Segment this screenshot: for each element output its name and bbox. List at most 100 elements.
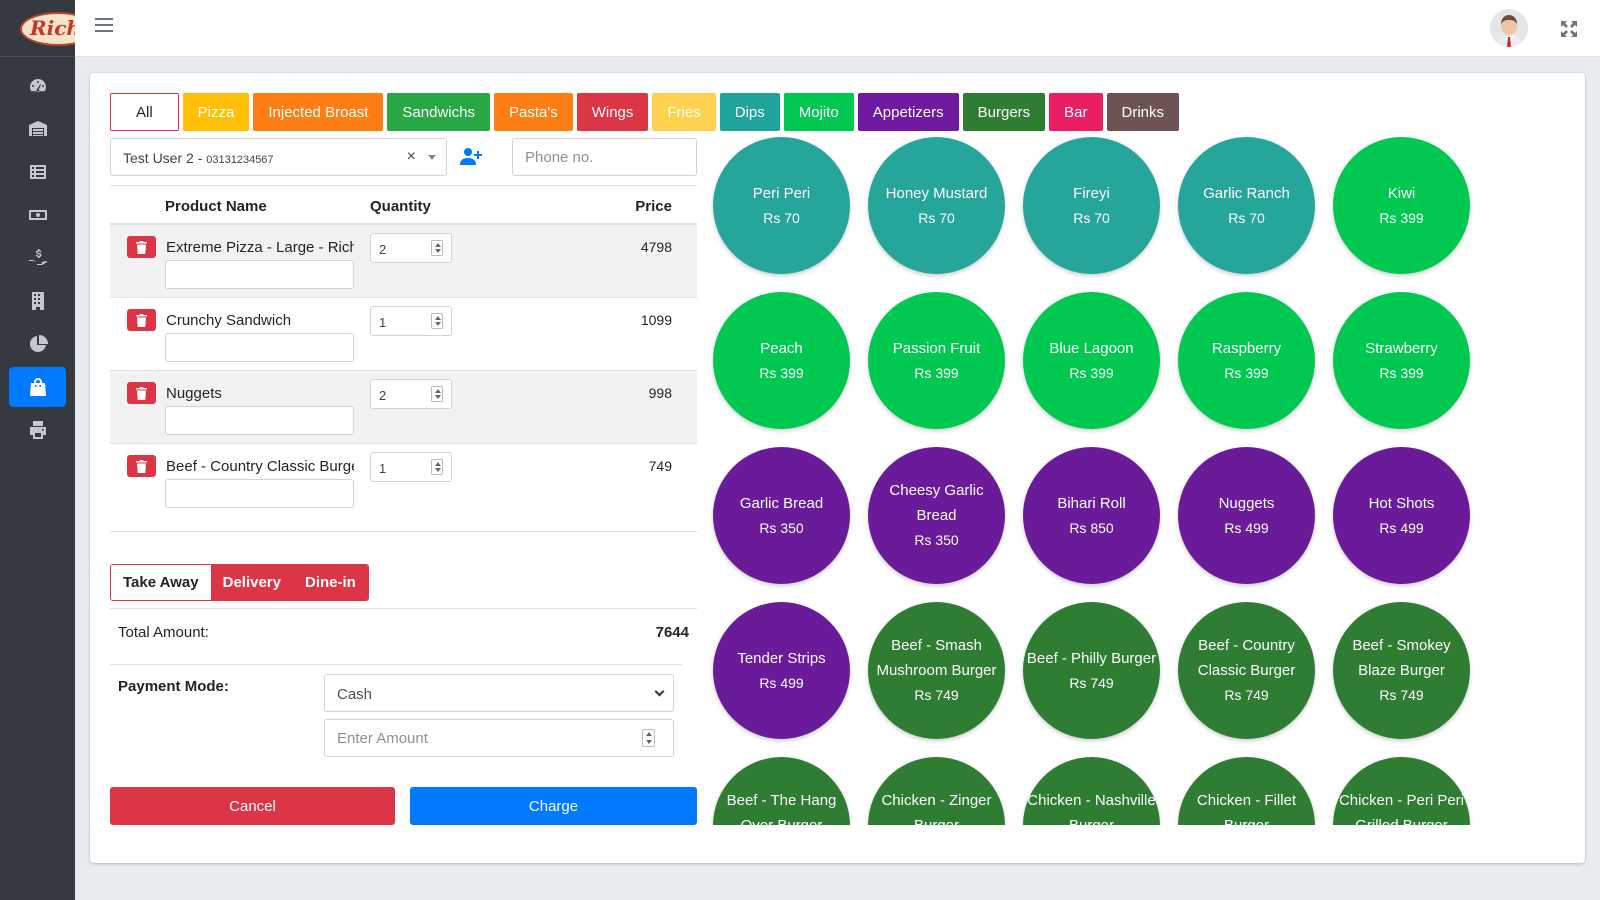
product-name: Raspberry: [1211, 339, 1282, 357]
delete-item-button[interactable]: [127, 455, 156, 477]
add-user-icon[interactable]: [460, 147, 482, 167]
delete-item-button[interactable]: [127, 236, 156, 258]
product-tile[interactable]: Garlic Bread Rs 350: [713, 447, 850, 584]
stepper-arrows-icon[interactable]: [431, 240, 443, 256]
quantity-stepper[interactable]: 1: [370, 306, 452, 336]
sidebar-item-list[interactable]: [9, 152, 66, 192]
cancel-button[interactable]: Cancel: [110, 787, 395, 825]
total-label: Total Amount:: [118, 624, 209, 641]
product-tile[interactable]: Bihari Roll Rs 850: [1023, 447, 1160, 584]
stepper-arrows-icon[interactable]: [431, 459, 443, 475]
category-tab-pasta-s[interactable]: Pasta's: [493, 93, 573, 131]
amount-input[interactable]: [324, 719, 674, 757]
quantity-stepper[interactable]: 1: [370, 452, 452, 482]
product-price: Rs 70: [918, 209, 955, 226]
customer-select[interactable]: Test User 2 - 03131234567 ×: [110, 138, 447, 176]
product-price: Rs 70: [763, 209, 800, 226]
sidebar-item-warehouse[interactable]: [9, 109, 66, 149]
category-tab-drinks[interactable]: Drinks: [1106, 93, 1180, 131]
header-quantity: Quantity: [370, 198, 431, 215]
quantity-stepper[interactable]: 2: [370, 233, 452, 263]
amount-stepper[interactable]: [642, 729, 655, 747]
product-tile[interactable]: Beef - Smokey Blaze Burger Rs 749: [1333, 602, 1470, 739]
brand-logo[interactable]: Rich: [0, 0, 75, 57]
product-price: Rs 350: [914, 532, 959, 548]
product-tile[interactable]: Peri Peri Rs 70: [713, 137, 850, 274]
order-type-delivery[interactable]: Delivery: [210, 565, 293, 600]
quantity-stepper[interactable]: 2: [370, 379, 452, 409]
product-tile[interactable]: Nuggets Rs 499: [1178, 447, 1315, 584]
cart-item-note-input[interactable]: [165, 479, 354, 508]
sidebar-item-payments[interactable]: [9, 238, 66, 278]
customer-selected: Test User 2 - 03131234567: [123, 150, 274, 166]
sidebar-item-building[interactable]: [9, 281, 66, 321]
sidebar-item-print[interactable]: [9, 410, 66, 450]
product-tile[interactable]: Cheesy Garlic Bread Rs 350: [868, 447, 1005, 584]
category-tab-wings[interactable]: Wings: [576, 93, 649, 131]
payment-mode-value: Cash: [337, 686, 373, 703]
payment-mode-label: Payment Mode:: [118, 678, 229, 695]
product-name: Strawberry: [1365, 339, 1438, 357]
sidebar-item-money[interactable]: [9, 195, 66, 235]
trash-icon: [136, 313, 147, 327]
product-tile[interactable]: Beef - Philly Burger Rs 749: [1023, 602, 1160, 739]
delete-item-button[interactable]: [127, 382, 156, 404]
category-tab-fries[interactable]: Fries: [652, 93, 716, 131]
product-tile[interactable]: Beef - Smash Mushroom Burger Rs 749: [868, 602, 1005, 739]
product-name: Peri Peri: [752, 184, 811, 202]
product-tile[interactable]: Honey Mustard Rs 70: [868, 137, 1005, 274]
stepper-arrows-icon[interactable]: [431, 386, 443, 402]
product-name: Cheesy Garlic Bread: [889, 482, 984, 524]
product-tile[interactable]: Blue Lagoon Rs 399: [1023, 292, 1160, 429]
product-tile[interactable]: Peach Rs 399: [713, 292, 850, 429]
order-type-dine-in[interactable]: Dine-in: [292, 565, 368, 600]
category-tab-mojito[interactable]: Mojito: [783, 93, 854, 131]
category-tab-injected-broast[interactable]: Injected Broast: [253, 93, 384, 131]
product-name: Passion Fruit: [892, 339, 981, 357]
cart-row: Nuggets 2 998: [110, 371, 697, 444]
category-tab-bar[interactable]: Bar: [1049, 93, 1103, 131]
product-price: Rs 70: [1228, 209, 1265, 226]
sidebar-item-pos[interactable]: [9, 367, 66, 407]
cart-item-note-input[interactable]: [165, 260, 354, 289]
user-avatar[interactable]: [1490, 9, 1528, 47]
cart-item-note-input[interactable]: [165, 406, 354, 435]
product-tile[interactable]: Kiwi Rs 399: [1333, 137, 1470, 274]
cart-item-note-input[interactable]: [165, 333, 354, 362]
cart-item-price: 4798: [640, 239, 672, 255]
clear-customer-icon[interactable]: ×: [406, 148, 416, 165]
product-tile[interactable]: Garlic Ranch Rs 70: [1178, 137, 1315, 274]
category-tab-dips[interactable]: Dips: [719, 93, 780, 131]
delete-item-button[interactable]: [127, 309, 156, 331]
chevron-down-icon[interactable]: [428, 155, 436, 160]
category-tab-burgers[interactable]: Burgers: [962, 93, 1046, 131]
charge-button[interactable]: Charge: [410, 787, 697, 825]
product-tile[interactable]: Passion Fruit Rs 399: [868, 292, 1005, 429]
category-tab-pizza[interactable]: Pizza: [182, 93, 250, 131]
order-type-take-away[interactable]: Take Away: [111, 565, 211, 600]
menu-toggle-icon[interactable]: [95, 18, 113, 34]
payment-mode-select[interactable]: Cash: [324, 674, 674, 712]
product-tile[interactable]: Hot Shots Rs 499: [1333, 447, 1470, 584]
phone-input[interactable]: [512, 138, 697, 176]
category-tab-all[interactable]: All: [110, 93, 179, 131]
product-tile[interactable]: Strawberry Rs 399: [1333, 292, 1470, 429]
fullscreen-icon[interactable]: [1560, 20, 1578, 38]
product-tile[interactable]: Beef - Country Classic Burger Rs 749: [1178, 602, 1315, 739]
product-tile[interactable]: Raspberry Rs 399: [1178, 292, 1315, 429]
product-tile[interactable]: Tender Strips Rs 499: [713, 602, 850, 739]
sidebar-item-reports[interactable]: [9, 324, 66, 364]
stepper-arrows-icon[interactable]: [431, 313, 443, 329]
divider: [110, 664, 682, 665]
category-tab-appetizers[interactable]: Appetizers: [857, 93, 959, 131]
sidebar-item-dashboard[interactable]: [9, 66, 66, 106]
product-price: Rs 749: [1224, 687, 1269, 703]
product-tile[interactable]: Fireyi Rs 70: [1023, 137, 1160, 274]
hand-dollar-icon: [28, 249, 47, 265]
category-tab-sandwichs[interactable]: Sandwichs: [387, 93, 490, 131]
